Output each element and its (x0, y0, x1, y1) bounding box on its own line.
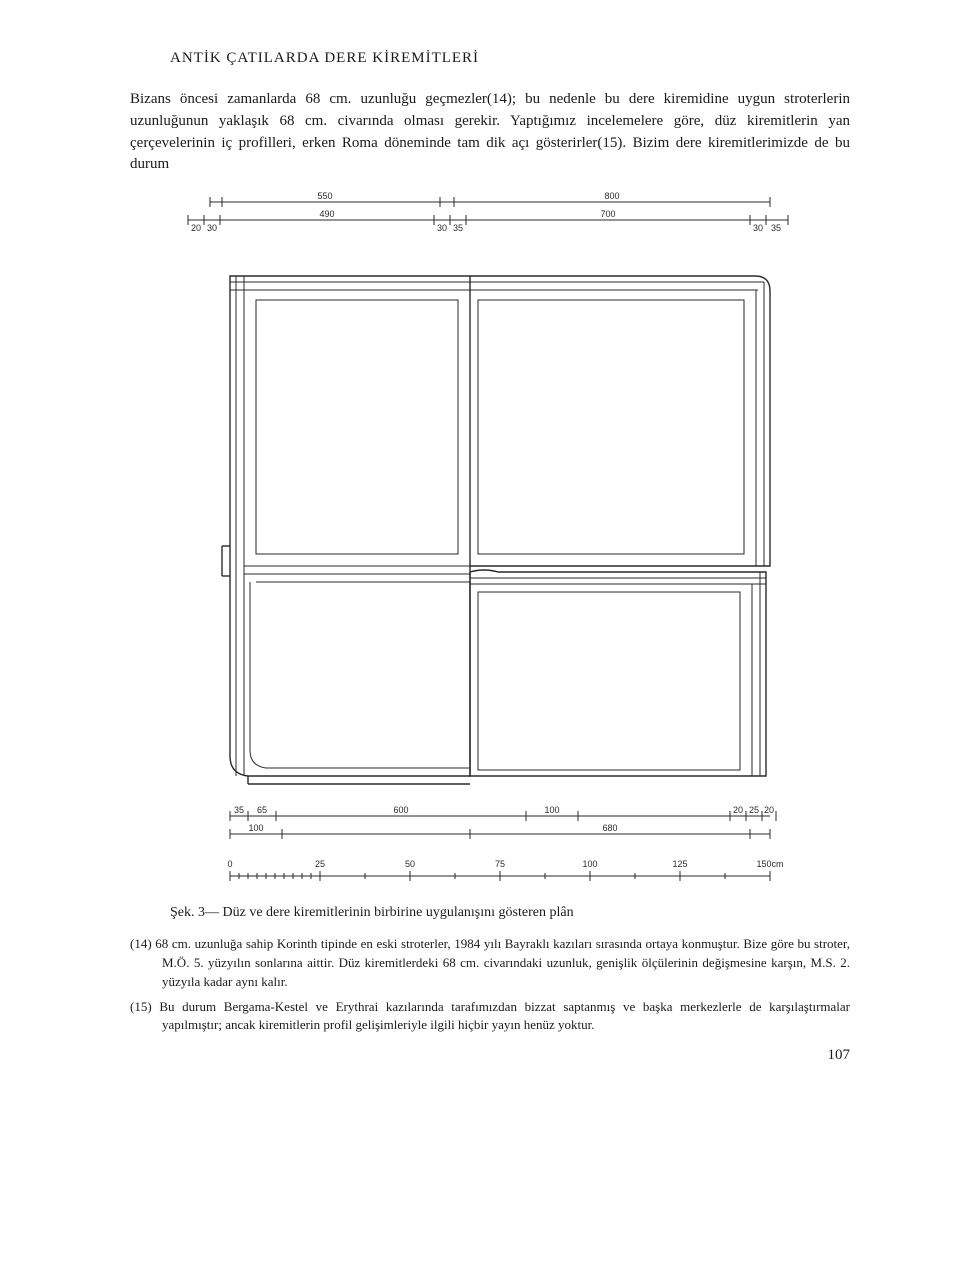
svg-text:20: 20 (764, 805, 774, 815)
page-header-title: ANTİK ÇATILARDA DERE KİREMİTLERİ (170, 50, 850, 67)
svg-text:25: 25 (749, 805, 759, 815)
svg-text:100: 100 (582, 859, 597, 869)
svg-text:20: 20 (733, 805, 743, 815)
figure-svg: 550 800 20 30 490 30 35 700 30 35 35 65 600 100 20 25 20… (170, 186, 810, 886)
svg-text:50: 50 (405, 859, 415, 869)
svg-text:700: 700 (600, 209, 615, 219)
svg-text:30: 30 (753, 223, 763, 233)
svg-text:490: 490 (319, 209, 334, 219)
footnote-15: (15) Bu durum Bergama-Kestel ve Erythrai… (130, 998, 850, 1036)
svg-text:0: 0 (227, 859, 232, 869)
svg-text:150cm: 150cm (756, 859, 783, 869)
svg-text:680: 680 (602, 823, 617, 833)
svg-text:600: 600 (393, 805, 408, 815)
svg-text:100: 100 (248, 823, 263, 833)
svg-text:75: 75 (495, 859, 505, 869)
svg-text:125: 125 (672, 859, 687, 869)
svg-text:35: 35 (771, 223, 781, 233)
svg-text:35: 35 (453, 223, 463, 233)
svg-text:30: 30 (207, 223, 217, 233)
svg-text:65: 65 (257, 805, 267, 815)
svg-text:30: 30 (437, 223, 447, 233)
footnote-14: (14) 68 cm. uzunluğa sahip Korinth tipin… (130, 935, 850, 992)
figure-caption: Şek. 3— Düz ve dere kiremitlerinin birbi… (170, 905, 850, 921)
svg-text:25: 25 (315, 859, 325, 869)
body-paragraph-1: Bizans öncesi zamanlarda 68 cm. uzunluğu… (130, 89, 850, 176)
svg-text:20: 20 (191, 223, 201, 233)
svg-text:550: 550 (317, 191, 332, 201)
svg-text:35: 35 (234, 805, 244, 815)
figure-3: 550 800 20 30 490 30 35 700 30 35 35 65 600 100 20 25 20… (170, 186, 810, 891)
page-number: 107 (130, 1047, 850, 1064)
svg-text:100: 100 (544, 805, 559, 815)
footnotes: (14) 68 cm. uzunluğa sahip Korinth tipin… (130, 935, 850, 1035)
svg-text:800: 800 (604, 191, 619, 201)
